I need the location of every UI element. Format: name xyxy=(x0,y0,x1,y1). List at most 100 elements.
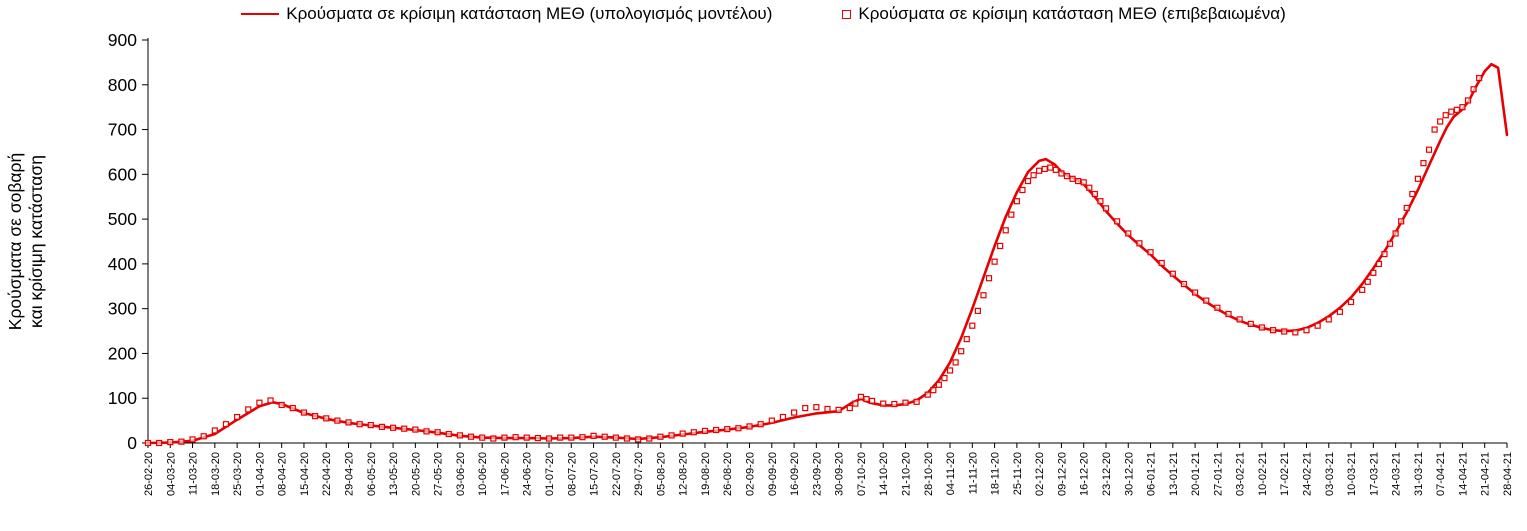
confirmed-data-marker xyxy=(635,436,642,443)
confirmed-data-marker xyxy=(852,400,859,407)
confirmed-data-marker xyxy=(713,426,720,434)
confirmed-data-marker xyxy=(980,292,987,299)
confirmed-data-marker xyxy=(1041,165,1048,173)
confirmed-data-marker xyxy=(1091,190,1098,198)
confirmed-data-marker xyxy=(211,427,218,434)
confirmed-data-marker xyxy=(1002,227,1009,234)
x-tick-label: 29-07-20 xyxy=(633,452,645,496)
confirmed-data-marker xyxy=(323,415,330,422)
confirmed-data-marker xyxy=(568,434,575,441)
x-tick-label: 25-03-20 xyxy=(232,452,244,496)
x-tick-label: 01-04-20 xyxy=(254,452,266,496)
confirmed-data-marker xyxy=(1019,186,1026,194)
confirmed-data-marker xyxy=(1214,304,1221,311)
confirmed-data-marker xyxy=(356,421,363,428)
confirmed-data-marker xyxy=(1136,240,1143,247)
confirmed-data-marker xyxy=(1258,324,1266,331)
confirmed-data-marker xyxy=(1247,320,1254,327)
confirmed-data-marker xyxy=(997,242,1004,250)
confirmed-data-marker xyxy=(1470,86,1477,93)
confirmed-data-marker xyxy=(958,348,965,355)
confirmed-data-marker xyxy=(245,406,252,413)
x-tick-label: 24-06-20 xyxy=(522,452,534,496)
confirmed-data-marker xyxy=(612,434,619,441)
confirmed-data-marker xyxy=(1047,164,1054,171)
confirmed-data-marker xyxy=(1236,316,1243,323)
confirmed-data-marker xyxy=(434,429,441,436)
x-tick-label: 14-10-20 xyxy=(878,452,890,496)
confirmed-data-marker xyxy=(456,432,464,439)
confirmed-data-marker xyxy=(1281,328,1288,335)
x-tick-label: 08-07-20 xyxy=(566,452,578,496)
y-tick-label: 200 xyxy=(108,343,137,363)
chart-legend: Κρούσματα σε κρίσιμη κατάσταση ΜΕΘ (υπολ… xyxy=(0,4,1527,24)
confirmed-data-marker xyxy=(334,417,341,424)
x-tick-label: 17-03-21 xyxy=(1368,452,1380,496)
x-tick-label: 18-03-20 xyxy=(210,452,222,496)
x-tick-label: 28-10-20 xyxy=(923,452,935,496)
confirmed-data-marker xyxy=(1325,316,1332,323)
confirmed-data-marker xyxy=(1180,280,1188,288)
confirmed-data-marker xyxy=(1403,204,1410,212)
legend-item-confirmed: Κρούσματα σε κρίσιμη κατάσταση ΜΕΘ (επιβ… xyxy=(842,4,1286,24)
confirmed-data-marker xyxy=(902,399,909,406)
y-tick-label: 600 xyxy=(108,164,137,184)
x-tick-label: 11-03-20 xyxy=(188,452,200,495)
confirmed-data-marker xyxy=(1269,327,1277,334)
confirmed-data-marker xyxy=(1058,170,1065,177)
confirmed-data-marker xyxy=(813,404,820,411)
confirmed-data-marker xyxy=(1364,278,1371,285)
confirmed-data-marker xyxy=(985,275,993,282)
confirmed-data-marker xyxy=(952,359,959,366)
confirmed-data-marker xyxy=(479,434,486,441)
confirmed-data-marker xyxy=(1314,322,1321,329)
confirmed-data-marker xyxy=(1370,269,1377,276)
y-tick-label: 100 xyxy=(108,388,137,408)
confirmed-data-marker xyxy=(779,413,787,421)
confirmed-data-marker xyxy=(690,429,697,436)
x-tick-label: 04-11-20 xyxy=(945,452,957,495)
x-tick-label: 18-11-20 xyxy=(990,452,1002,495)
x-tick-label: 09-12-20 xyxy=(1056,452,1068,496)
x-tick-label: 14-04-21 xyxy=(1457,452,1469,496)
x-tick-label: 26-02-20 xyxy=(143,452,155,496)
confirmed-data-marker xyxy=(579,434,586,441)
confirmed-data-marker xyxy=(1097,198,1104,205)
confirmed-square-swatch-icon xyxy=(842,9,852,19)
confirmed-data-marker xyxy=(189,436,196,443)
confirmed-data-marker xyxy=(278,401,285,409)
confirmed-data-marker xyxy=(1398,218,1405,225)
x-tick-label: 22-04-20 xyxy=(321,452,333,496)
confirmed-data-marker xyxy=(1464,97,1472,104)
confirmed-data-marker xyxy=(802,404,809,412)
confirmed-data-marker xyxy=(1453,106,1460,113)
confirmed-data-marker xyxy=(924,391,931,398)
confirmed-data-marker xyxy=(412,426,419,433)
confirmed-data-marker xyxy=(378,423,386,430)
confirmed-data-marker xyxy=(1052,166,1059,173)
confirmed-data-marker xyxy=(1036,167,1043,174)
confirmed-data-marker xyxy=(467,433,475,440)
confirmed-data-marker xyxy=(256,399,263,406)
x-tick-label: 13-01-21 xyxy=(1168,452,1180,496)
confirmed-data-marker xyxy=(646,435,653,442)
confirmed-data-marker xyxy=(1147,249,1154,256)
confirmed-data-marker xyxy=(1431,126,1438,133)
confirmed-data-marker xyxy=(969,322,976,329)
confirmed-data-marker xyxy=(557,434,564,441)
confirmed-data-marker xyxy=(345,419,352,426)
legend-label-model: Κρούσματα σε κρίσιμη κατάσταση ΜΕΘ (υπολ… xyxy=(286,4,773,23)
model-line-swatch-icon xyxy=(241,13,280,15)
legend-label-confirmed: Κρούσματα σε κρίσιμη κατάσταση ΜΕΘ (επιβ… xyxy=(858,4,1286,23)
confirmed-data-marker xyxy=(1381,250,1388,258)
confirmed-data-marker xyxy=(913,398,920,405)
y-tick-label: 800 xyxy=(108,75,137,95)
confirmed-data-marker xyxy=(1225,310,1232,318)
confirmed-data-marker xyxy=(935,381,942,388)
x-tick-label: 25-11-20 xyxy=(1012,452,1024,495)
confirmed-data-marker xyxy=(1448,108,1455,115)
x-tick-label: 10-03-21 xyxy=(1346,452,1358,496)
y-tick-label: 900 xyxy=(108,30,137,50)
